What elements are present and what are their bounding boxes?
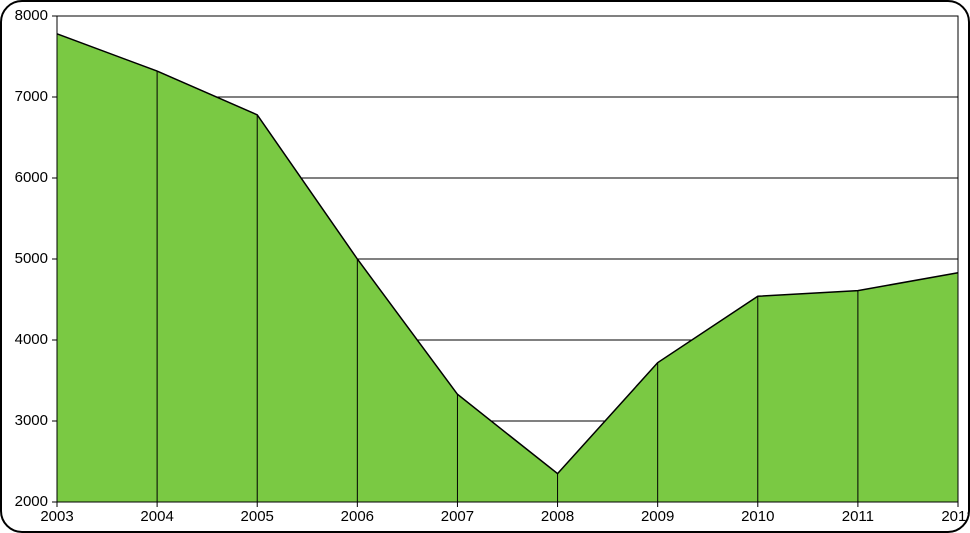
chart-frame: 2000300040005000600070008000200320042005… — [0, 0, 970, 533]
x-tick-label: 2011 — [842, 508, 874, 525]
x-tick-label: 2012 — [941, 508, 970, 525]
x-tick-label: 2007 — [441, 508, 474, 525]
y-tick-label: 7000 — [15, 88, 48, 105]
x-tick-label: 2010 — [741, 508, 774, 525]
x-tick-label: 2003 — [40, 508, 73, 525]
x-tick-label: 2004 — [140, 508, 173, 525]
y-tick-label: 5000 — [15, 250, 48, 267]
x-tick-label: 2009 — [641, 508, 674, 525]
x-tick-label: 2006 — [341, 508, 374, 525]
x-tick-label: 2005 — [241, 508, 274, 525]
y-tick-label: 8000 — [15, 7, 48, 24]
y-tick-label: 4000 — [15, 331, 48, 348]
y-tick-label: 6000 — [15, 169, 48, 186]
y-tick-label: 3000 — [15, 412, 48, 429]
area-chart: 2000300040005000600070008000200320042005… — [2, 2, 970, 533]
x-tick-label: 2008 — [541, 508, 574, 525]
